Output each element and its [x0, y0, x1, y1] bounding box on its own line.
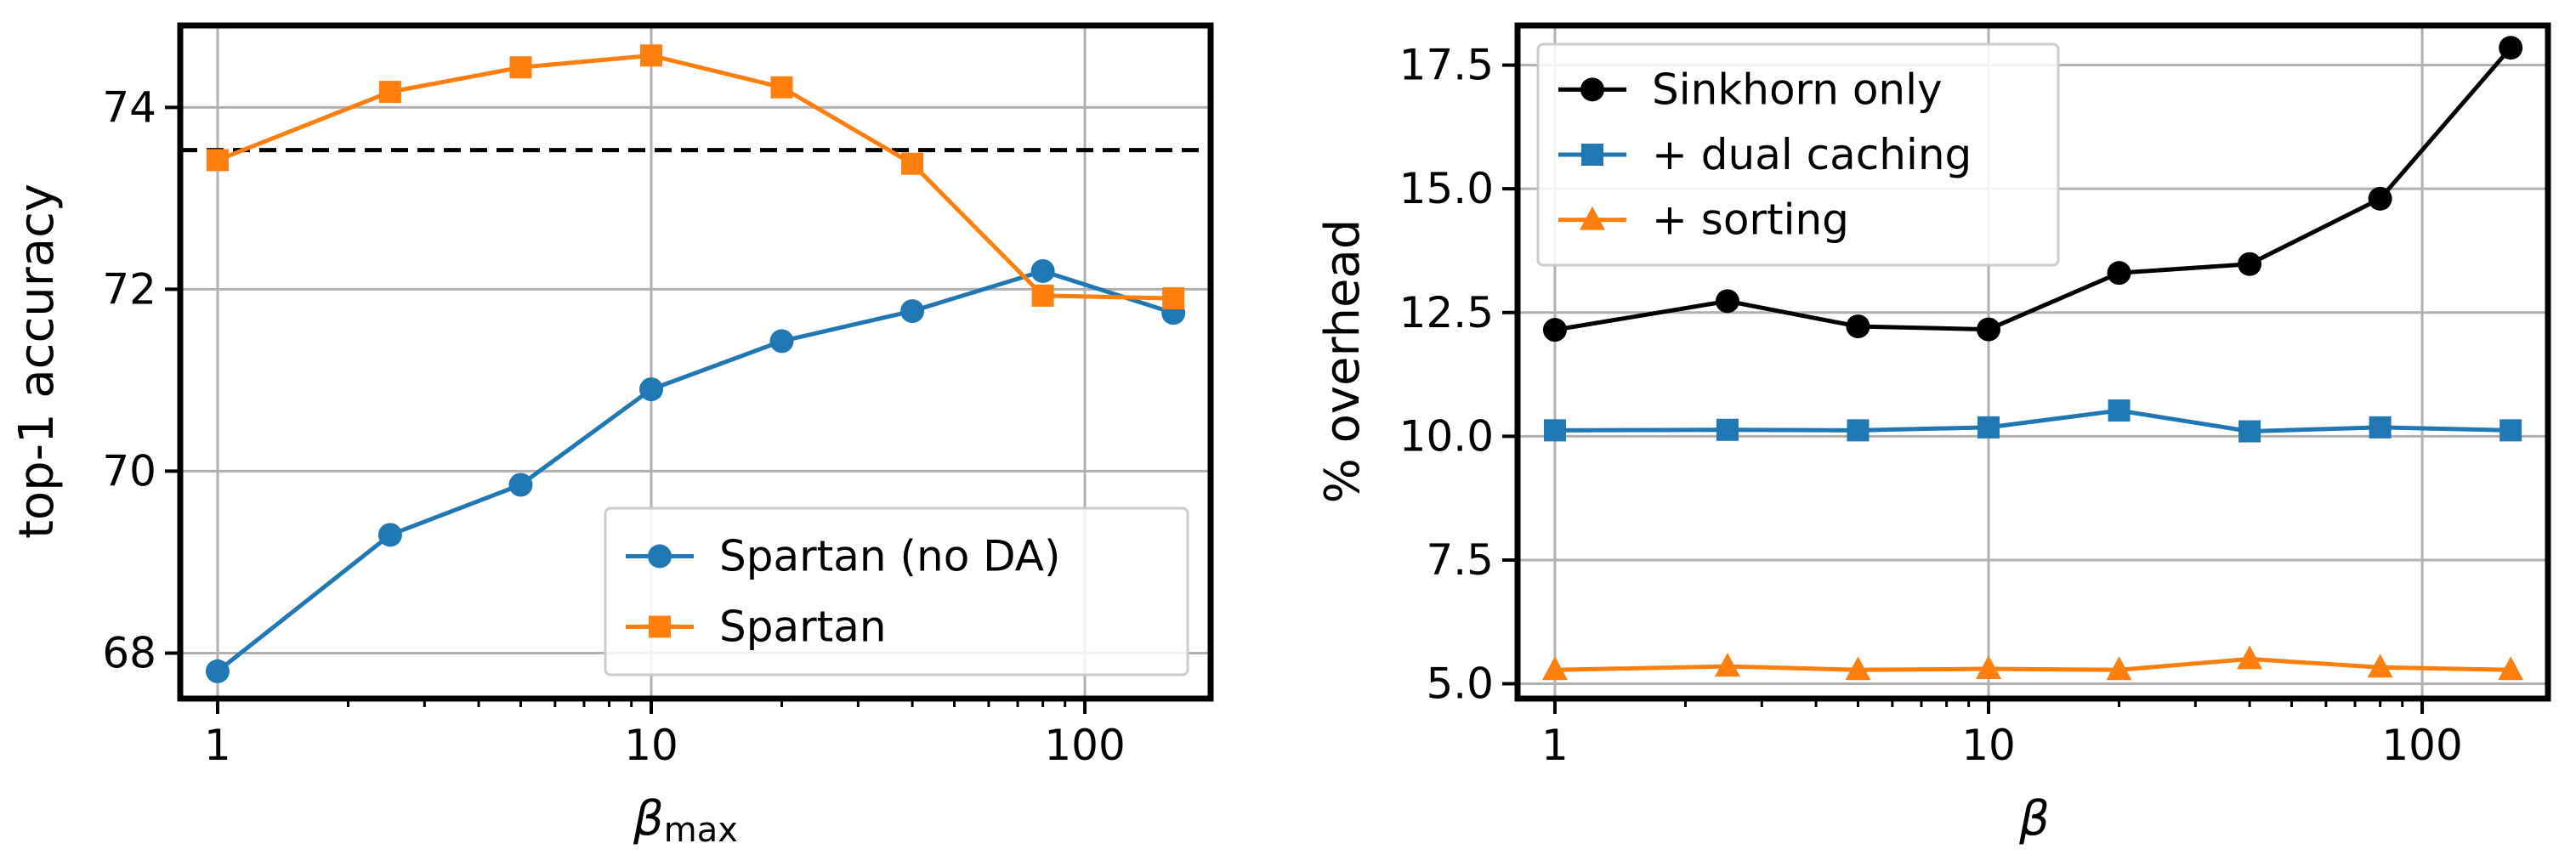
overhead-chart-legend-label: Sinkhorn only	[1652, 65, 1943, 114]
overhead-chart-data-point	[1716, 418, 1739, 441]
overhead-chart-legend-marker	[1580, 206, 1605, 230]
overhead-chart-ytick-label: 10.0	[1399, 411, 1494, 461]
accuracy-chart-xtick-label: 1	[204, 721, 231, 770]
accuracy-chart-data-point	[508, 473, 533, 497]
overhead-chart-data-point	[1715, 289, 1739, 314]
accuracy-chart-legend: Spartan (no DA) Spartan	[604, 507, 1189, 676]
overhead-chart-series	[1541, 36, 2524, 681]
overhead-chart-series-line	[1554, 656, 2511, 672]
overhead-chart-legend-label: + sorting	[1652, 195, 1849, 245]
accuracy-chart-legend-marker	[649, 615, 671, 638]
accuracy-chart-data-point	[640, 44, 663, 67]
accuracy-chart-legend-label: Spartan (no DA)	[719, 532, 1061, 581]
accuracy-chart-data-point	[639, 377, 664, 402]
overhead-chart-data-point	[1976, 655, 2002, 680]
overhead-chart-ytick-label: 12.5	[1399, 288, 1494, 337]
overhead-chart-data-point	[1845, 656, 1871, 681]
accuracy-chart-legend-label: Spartan	[719, 603, 887, 652]
overhead-chart-data-point	[2499, 419, 2522, 442]
accuracy-chart-legend-marker	[648, 544, 672, 569]
overhead-chart-series-line	[1554, 46, 2513, 332]
overhead-chart-data-point	[2238, 420, 2261, 443]
overhead-chart-data-point	[2106, 656, 2132, 681]
overhead-chart-data-point	[2107, 261, 2131, 286]
overhead-chart-data-point	[2238, 252, 2262, 276]
overhead-chart-data-point	[1542, 318, 1567, 342]
overhead-chart-data-point	[2498, 656, 2524, 681]
overhead-chart-legend-marker	[1580, 77, 1604, 102]
overhead-chart-series-line	[1554, 408, 2511, 434]
overhead-chart-data-point	[2367, 654, 2393, 678]
overhead-chart-xtick-label: 10	[1961, 721, 2016, 770]
overhead-chart-data-point	[1714, 653, 1740, 677]
overhead-chart-data-point	[2369, 416, 2392, 439]
overhead-chart-xlabel: β	[2018, 791, 2050, 846]
overhead-chart-data-point	[1977, 416, 2000, 439]
accuracy-chart-data-point	[1030, 258, 1055, 283]
overhead-chart-frame	[1514, 22, 2551, 702]
overhead-chart-data-point	[1846, 314, 1870, 339]
overhead-chart-data-point	[1847, 419, 1870, 442]
overhead-chart-ytick-label: 7.5	[1426, 535, 1494, 585]
overhead-chart-ytick-label: 5.0	[1426, 659, 1494, 709]
accuracy-chart-xlabel-subscript: max	[664, 811, 738, 850]
overhead-chart-data-point	[1543, 419, 1566, 442]
accuracy-chart-data-point	[377, 523, 402, 547]
accuracy-chart-ytick-label: 74	[102, 82, 156, 132]
accuracy-chart-ytick-label: 72	[102, 264, 156, 314]
accuracy-chart-frame	[177, 22, 1214, 702]
accuracy-chart-data-point	[509, 56, 532, 79]
accuracy-chart-xlabel: βmax	[633, 791, 738, 850]
overhead-chart-legend-label: + dual caching	[1652, 130, 1972, 179]
overhead-chart-ytick-label: 17.5	[1399, 41, 1494, 90]
accuracy-chart-xtick-label: 100	[1044, 721, 1125, 770]
accuracy-chart-data-point	[1162, 287, 1185, 310]
accuracy-chart-data-point	[205, 659, 230, 683]
overhead-chart-data-point	[2108, 399, 2131, 422]
accuracy-chart-data-point	[900, 299, 925, 324]
accuracy-chart-data-point	[770, 76, 793, 99]
accuracy-chart-series	[205, 44, 1186, 683]
accuracy-chart-legend-box	[604, 507, 1189, 676]
accuracy-chart-xtick-label: 10	[624, 721, 678, 770]
accuracy-chart-ticks: 1 10 100 68 70 72 74	[102, 82, 1125, 770]
accuracy-chart-ytick-label: 70	[102, 446, 156, 495]
overhead-chart-xtick-label: 100	[2381, 721, 2462, 770]
accuracy-chart-data-point	[901, 152, 924, 175]
accuracy-chart-xlabel-symbol: β	[633, 791, 664, 846]
accuracy-chart-series-line	[216, 269, 1174, 673]
overhead-chart-ylabel: % overhead	[1315, 219, 1370, 504]
overhead-chart-legend-box	[1536, 42, 2060, 267]
overhead-chart-data-point	[2237, 645, 2263, 670]
overhead-chart-data-point	[1977, 317, 2001, 342]
overhead-chart-legend: Sinkhorn only + dual caching + sorting	[1536, 42, 2060, 267]
accuracy-chart-data-point	[1031, 284, 1054, 307]
overhead-chart-ticks: 1 10 100 5.0 7.5 10.0 12.5 15.0 17.5	[1399, 41, 2463, 770]
overhead-chart-data-point	[1541, 656, 1568, 681]
overhead-chart-data-point	[2499, 36, 2523, 60]
overhead-chart-data-point	[2368, 186, 2392, 211]
accuracy-chart-data-point	[769, 329, 794, 354]
accuracy-chart-ylabel: top-1 accuracy	[9, 184, 65, 539]
overhead-chart-legend-marker	[1581, 144, 1603, 166]
accuracy-chart-data-point	[206, 149, 229, 172]
accuracy-chart-data-point	[378, 81, 401, 104]
accuracy-chart-series-line	[217, 53, 1174, 301]
accuracy-chart-ytick-label: 68	[102, 628, 156, 677]
overhead-chart-xtick-label: 1	[1541, 721, 1569, 770]
accuracy-chart: 1 10 100 68 70 72 74 top-1 accuracy βmax Spart…	[9, 22, 1214, 850]
overhead-chart-ytick-label: 15.0	[1399, 164, 1494, 213]
